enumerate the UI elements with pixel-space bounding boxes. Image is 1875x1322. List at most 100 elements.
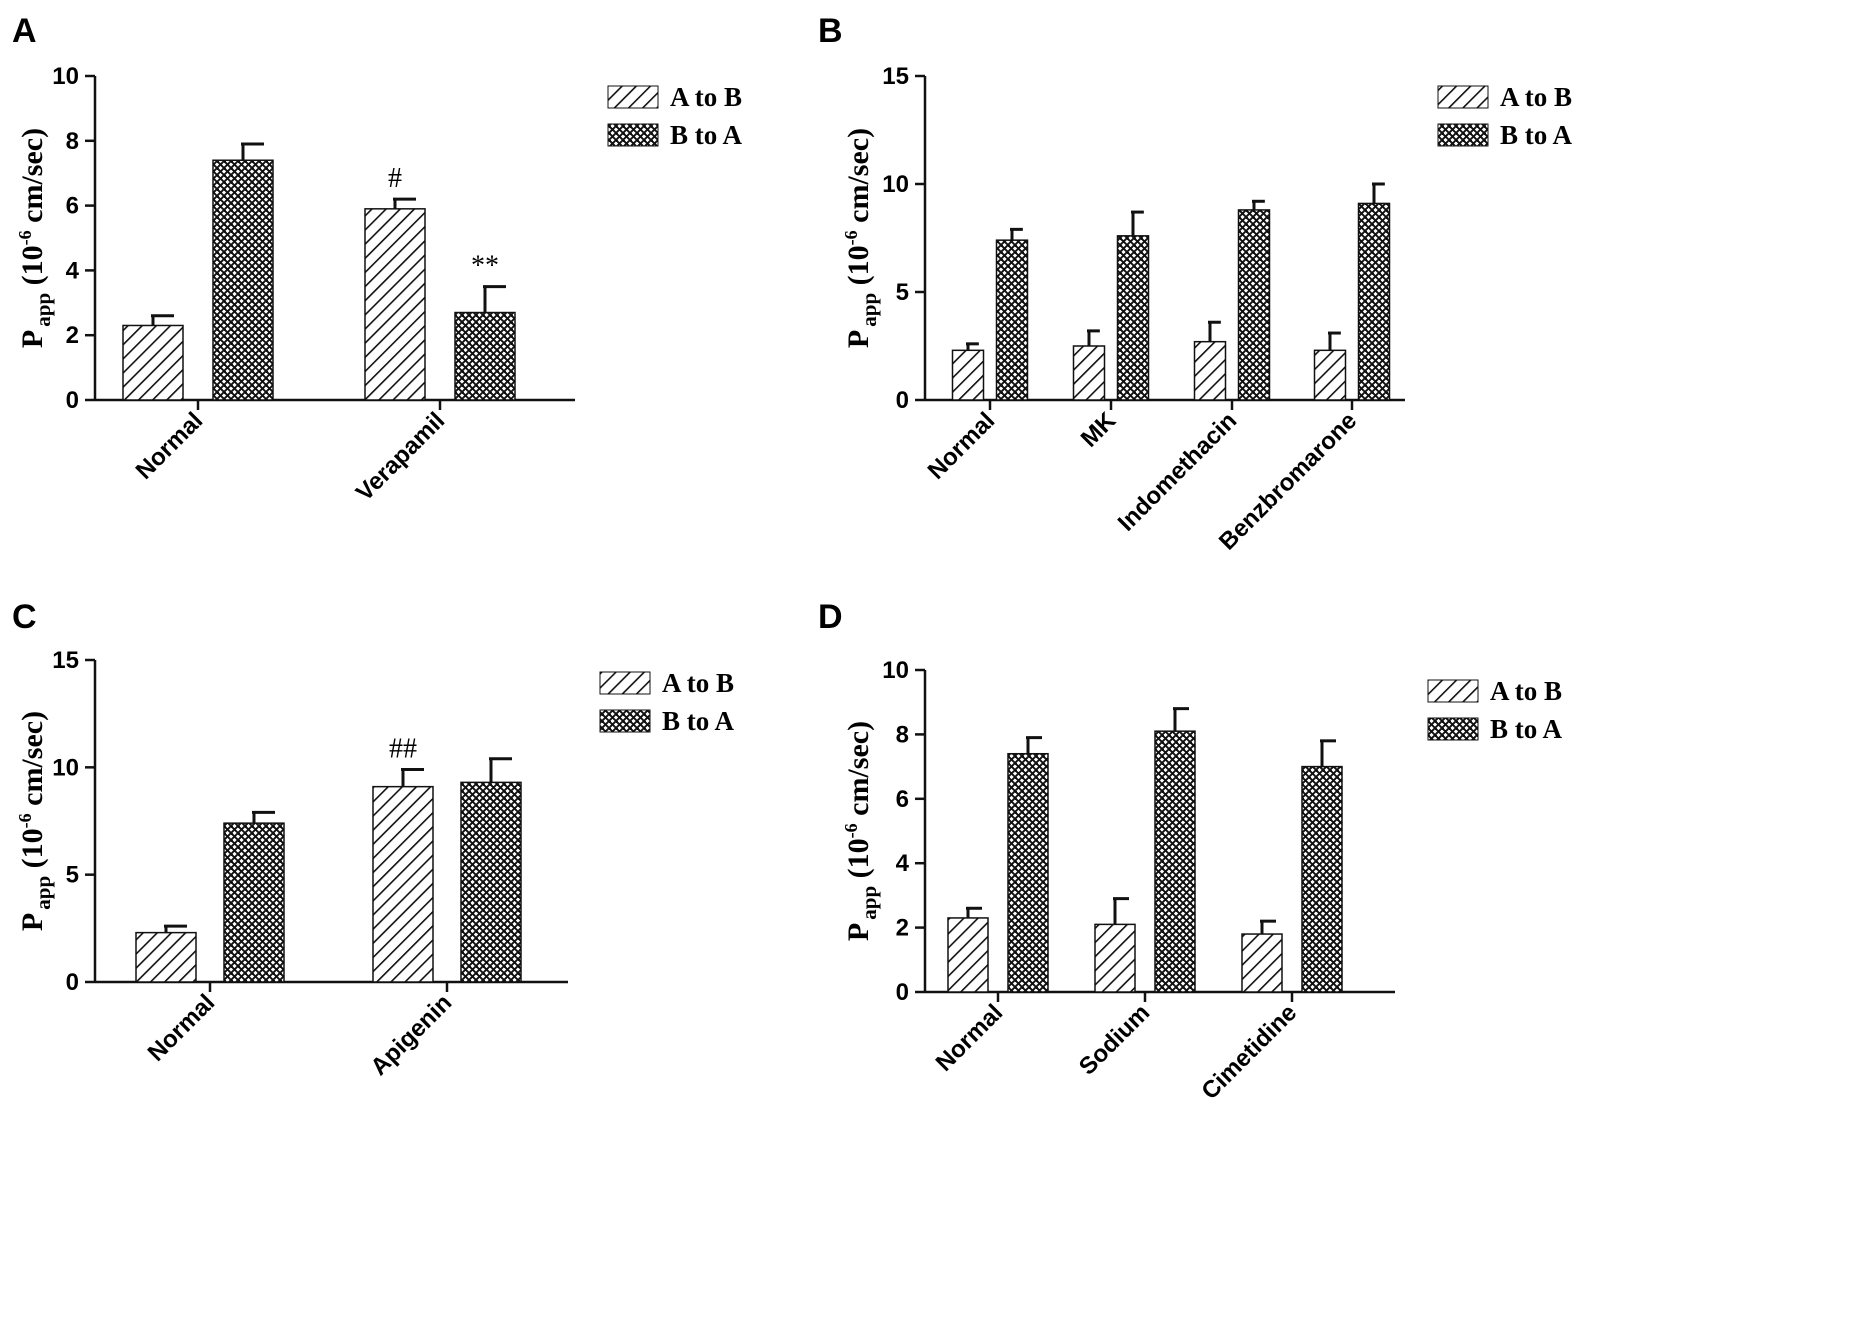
y-axis-label-sub: app bbox=[857, 293, 881, 327]
bar-mk-b-to-a bbox=[1116, 235, 1150, 401]
x-tick-label-normal: Normal bbox=[923, 407, 1001, 485]
x-tick-label-normal: Normal bbox=[143, 989, 221, 1067]
x-tick-label-cimetidine: Cimetidine bbox=[1196, 999, 1302, 1105]
y-axis-label-sub: app bbox=[31, 293, 55, 327]
y-tick-label: 0 bbox=[66, 969, 79, 996]
y-axis-label-pre: (10 bbox=[16, 828, 49, 876]
y-tick-label: 15 bbox=[882, 63, 909, 90]
chart-panel-b: B 0 5 10 15 Papp (10-6 cm/sec) Normal MKIndomet… bbox=[818, 12, 1573, 555]
y-axis-label-main: P bbox=[842, 923, 875, 941]
significance-marker: ** bbox=[471, 251, 499, 282]
chart-panel-d: D 0 2 4 6 8 10 Papp (10-6 cm/sec) Normal Sodium Ci… bbox=[818, 598, 1563, 1105]
bar-verapamil-a-to-b bbox=[364, 208, 426, 401]
y-axis-label-post: cm/sec) bbox=[842, 721, 875, 823]
bar-sodium-b-to-a bbox=[1154, 730, 1196, 993]
bar-benzbromarone-b-to-a bbox=[1357, 202, 1391, 401]
y-axis-label-post: cm/sec) bbox=[842, 128, 875, 230]
legend-label-b-to-a: B to A bbox=[662, 706, 735, 736]
bar-normal-b-to-a bbox=[995, 239, 1029, 401]
y-tick-label: 6 bbox=[896, 786, 909, 813]
y-tick-label: 15 bbox=[52, 647, 79, 674]
y-tick-label: 5 bbox=[66, 862, 79, 889]
y-axis-label-pre: (10 bbox=[842, 245, 875, 293]
y-axis-label-post: cm/sec) bbox=[16, 711, 49, 813]
bar-benzbromarone-a-to-b bbox=[1313, 349, 1347, 401]
panel-label: A bbox=[12, 12, 37, 50]
y-axis-label: Papp (10-6 cm/sec) bbox=[15, 128, 55, 348]
legend-swatch-b-to-a bbox=[1427, 717, 1479, 741]
bar-apigenin-a-to-b bbox=[372, 785, 434, 983]
y-axis-label-main: P bbox=[842, 330, 875, 348]
bar-verapamil-b-to-a bbox=[454, 311, 516, 401]
bar-normal-a-to-b bbox=[135, 931, 197, 983]
chart-panel-a: A 0 2 4 6 8 10 Papp (10-6 cm/sec) Normal # ** Verap… bbox=[12, 12, 743, 506]
y-axis-label-sup: -6 bbox=[15, 230, 35, 245]
bar-indomethacin-a-to-b bbox=[1193, 340, 1227, 401]
y-axis-label-main: P bbox=[16, 330, 49, 348]
y-tick-label: 10 bbox=[52, 63, 79, 90]
legend-swatch-b-to-a bbox=[1437, 123, 1489, 147]
y-axis-label-post: cm/sec) bbox=[16, 128, 49, 230]
legend-label-b-to-a: B to A bbox=[670, 120, 743, 150]
y-tick-label: 8 bbox=[896, 721, 909, 748]
y-tick-label: 10 bbox=[52, 754, 79, 781]
y-tick-label: 0 bbox=[66, 387, 79, 414]
y-axis-label-sup: -6 bbox=[15, 813, 35, 828]
y-axis-label-pre: (10 bbox=[16, 245, 49, 293]
panel-label: D bbox=[818, 598, 843, 636]
y-axis-label-main: P bbox=[16, 913, 49, 931]
significance-marker: # bbox=[388, 163, 402, 194]
legend-swatch-a-to-b bbox=[1427, 679, 1479, 703]
legend-label-a-to-b: A to B bbox=[670, 82, 742, 112]
x-tick-label-sodium: Sodium bbox=[1074, 999, 1155, 1080]
y-axis-label: Papp (10-6 cm/sec) bbox=[15, 711, 55, 931]
legend-label-a-to-b: A to B bbox=[1500, 82, 1572, 112]
y-axis-label-pre: (10 bbox=[842, 838, 875, 886]
y-axis-label-sub: app bbox=[857, 886, 881, 920]
legend: A to B B to A bbox=[1427, 676, 1563, 744]
legend: A to B B to A bbox=[607, 82, 743, 150]
y-axis-label-sup: -6 bbox=[841, 230, 861, 245]
x-tick-label-normal: Normal bbox=[931, 999, 1009, 1077]
y-tick-label: 10 bbox=[882, 171, 909, 198]
y-tick-label: 0 bbox=[896, 979, 909, 1006]
y-axis-label-sub: app bbox=[31, 876, 55, 910]
legend-swatch-b-to-a bbox=[599, 709, 651, 733]
bar-cimetidine-a-to-b bbox=[1241, 933, 1283, 993]
bar-normal-a-to-b bbox=[122, 324, 184, 401]
x-tick-label-apigenin: Apigenin bbox=[366, 989, 458, 1081]
bar-normal-b-to-a bbox=[1007, 752, 1049, 993]
y-tick-label: 6 bbox=[66, 193, 79, 220]
y-tick-label: 0 bbox=[896, 387, 909, 414]
legend-swatch-b-to-a bbox=[607, 123, 659, 147]
bar-mk-a-to-b bbox=[1072, 345, 1106, 401]
bar-normal-b-to-a bbox=[223, 822, 285, 983]
y-axis-label: Papp (10-6 cm/sec) bbox=[841, 128, 881, 348]
y-tick-label: 2 bbox=[66, 322, 79, 349]
x-tick-label-mk: MK bbox=[1076, 407, 1122, 453]
y-tick-label: 10 bbox=[882, 657, 909, 684]
y-axis-label-sup: -6 bbox=[841, 823, 861, 838]
significance-marker: ## bbox=[389, 733, 417, 764]
y-tick-label: 4 bbox=[896, 850, 910, 877]
legend-label-b-to-a: B to A bbox=[1500, 120, 1573, 150]
legend: A to B B to A bbox=[1437, 82, 1573, 150]
chart-panel-c: C 0 5 10 15 Papp (10-6 cm/sec) Normal ## Apigeni… bbox=[12, 598, 735, 1081]
legend-swatch-a-to-b bbox=[1437, 85, 1489, 109]
legend: A to B B to A bbox=[599, 668, 735, 736]
y-tick-label: 8 bbox=[66, 128, 79, 155]
y-tick-label: 2 bbox=[896, 915, 909, 942]
bar-normal-a-to-b bbox=[951, 349, 985, 401]
y-tick-label: 4 bbox=[66, 257, 80, 284]
x-tick-label-normal: Normal bbox=[131, 407, 209, 485]
legend-swatch-a-to-b bbox=[599, 671, 651, 695]
legend-label-b-to-a: B to A bbox=[1490, 714, 1563, 744]
legend-label-a-to-b: A to B bbox=[662, 668, 734, 698]
bar-normal-b-to-a bbox=[212, 159, 274, 401]
bar-cimetidine-b-to-a bbox=[1301, 765, 1343, 993]
y-tick-label: 5 bbox=[896, 279, 909, 306]
panel-label: B bbox=[818, 12, 843, 50]
bar-normal-a-to-b bbox=[947, 917, 989, 993]
legend-swatch-a-to-b bbox=[607, 85, 659, 109]
